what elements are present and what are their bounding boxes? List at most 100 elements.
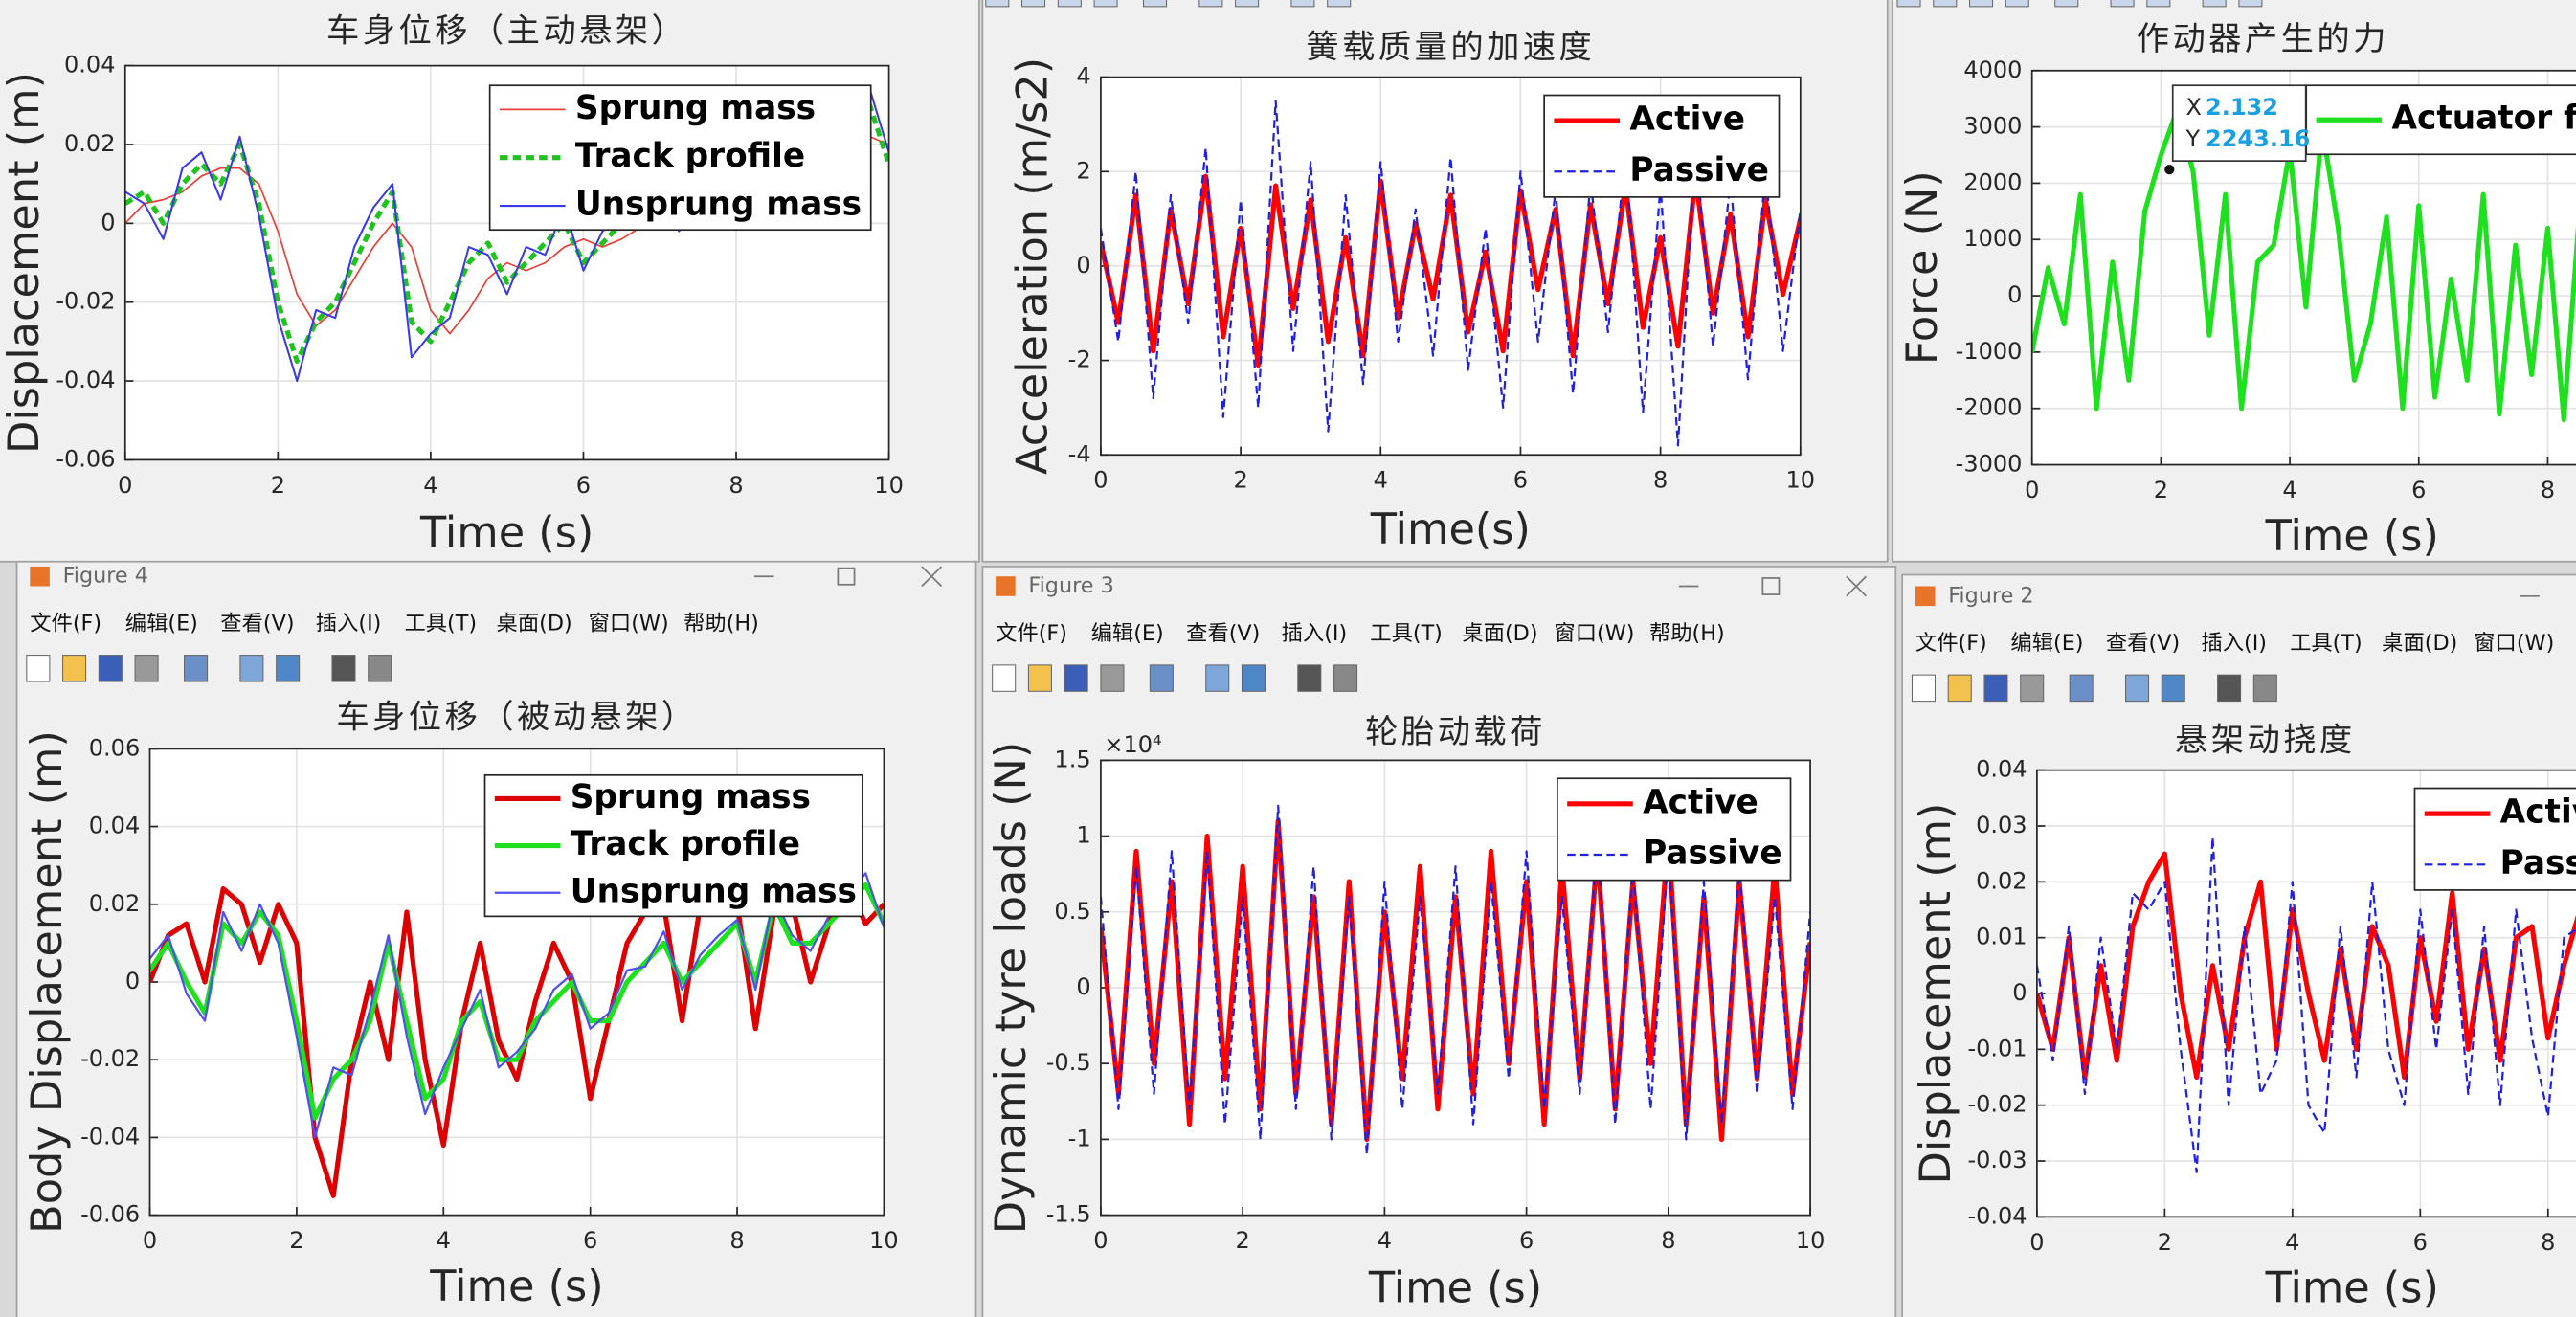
toolbar-button[interactable]: [2161, 674, 2185, 703]
menu-item[interactable]: 桌面(D): [2382, 631, 2457, 656]
menu-item[interactable]: 窗口(W): [1554, 621, 1634, 646]
toolbar-button[interactable]: [1297, 664, 1322, 692]
x-axis-label: Time (s): [1368, 1263, 1542, 1313]
y-tick-label: 0.02: [64, 130, 115, 157]
series-line: [2031, 107, 2576, 423]
x-tick-label: 2: [2154, 477, 2168, 503]
menu-item[interactable]: 窗口(W): [589, 611, 669, 636]
menu-item[interactable]: 编辑(E): [1091, 621, 1164, 646]
plot-lines: [1100, 100, 1801, 447]
x-tick-label: 0: [1093, 467, 1108, 494]
toolbar-button[interactable]: [1983, 674, 2008, 703]
toolbar-button[interactable]: [985, 0, 1010, 8]
toolbar-button[interactable]: [1100, 664, 1125, 692]
toolbar-button[interactable]: [1290, 0, 1315, 8]
chart-title: 簧载质量的加速度: [1306, 28, 1595, 66]
toolbar-button[interactable]: [1149, 664, 1174, 692]
window-icon: [1915, 586, 1936, 607]
toolbar-button[interactable]: [992, 664, 1017, 692]
toolbar-button[interactable]: [1911, 674, 1937, 703]
toolbar-button[interactable]: [2005, 0, 2029, 8]
legend-label: Sprung mass: [571, 778, 811, 816]
toolbar-button[interactable]: [2020, 674, 2045, 703]
menu-item[interactable]: 桌面(D): [497, 611, 572, 636]
toolbar-button[interactable]: [2124, 674, 2150, 703]
menu-item[interactable]: 查看(V): [220, 611, 294, 636]
toolbar-button[interactable]: [1235, 0, 1260, 8]
toolbar-button[interactable]: [1333, 664, 1358, 692]
toolbar-button[interactable]: [2238, 0, 2263, 8]
axes-box: [1100, 759, 1811, 1217]
toolbar-button[interactable]: [2054, 0, 2079, 8]
toolbar-button[interactable]: [62, 655, 87, 682]
menu-item[interactable]: 查看(V): [1186, 621, 1260, 646]
menu-item[interactable]: 编辑(E): [125, 611, 198, 636]
toolbar-button[interactable]: [1241, 664, 1266, 692]
toolbar-button[interactable]: [1143, 0, 1168, 8]
toolbar-button[interactable]: [1198, 0, 1223, 8]
chart-title: 轮胎动载荷: [1365, 713, 1546, 751]
x-tick-label: 0: [1093, 1227, 1108, 1254]
toolbar-button[interactable]: [1327, 0, 1352, 8]
toolbar-button[interactable]: [2069, 674, 2094, 703]
toolbar-button[interactable]: [1969, 0, 1994, 8]
menu-item[interactable]: 插入(I): [2201, 631, 2267, 656]
toolbar-button[interactable]: [26, 655, 51, 682]
toolbar-button[interactable]: [1021, 0, 1046, 8]
menu-item[interactable]: 插入(I): [316, 611, 382, 636]
menu-item[interactable]: 窗口(W): [2474, 631, 2554, 656]
maximize-button[interactable]: [1761, 577, 1781, 595]
toolbar-button[interactable]: [1064, 664, 1088, 692]
toolbar-button[interactable]: [239, 655, 264, 682]
toolbar-button[interactable]: [2217, 674, 2242, 703]
toolbar-button[interactable]: [276, 655, 301, 682]
toolbar-button[interactable]: [1933, 0, 1958, 8]
datatip-x-value: 2.132: [2206, 94, 2278, 121]
y-axis-label: Force (N): [1897, 170, 1947, 365]
menu-item[interactable]: 文件(F): [996, 621, 1067, 646]
toolbar-button[interactable]: [184, 655, 209, 682]
toolbar-button[interactable]: [98, 655, 123, 682]
menu-item[interactable]: 编辑(E): [2010, 631, 2083, 656]
y-tick-label: 0: [1076, 252, 1090, 279]
menu-item[interactable]: 插入(I): [1282, 621, 1348, 646]
toolbar-button[interactable]: [2252, 674, 2277, 703]
menu-item[interactable]: 文件(F): [1915, 631, 1987, 656]
x-axis-label: Time (s): [2265, 511, 2439, 561]
toolbar-button[interactable]: [134, 655, 159, 682]
toolbar-button[interactable]: [1057, 0, 1082, 8]
toolbar-button[interactable]: [1093, 0, 1118, 8]
menu-item[interactable]: 工具(T): [1370, 621, 1443, 646]
toolbar-button[interactable]: [1027, 664, 1052, 692]
toolbar-button[interactable]: [2146, 0, 2171, 8]
menu-item[interactable]: 桌面(D): [1462, 621, 1537, 646]
menu-item[interactable]: 帮助(H): [683, 611, 759, 636]
menu-item[interactable]: 帮助(H): [1649, 621, 1725, 646]
toolbar-button[interactable]: [1896, 0, 1921, 8]
y-tick-label: -0.03: [1967, 1147, 2027, 1173]
toolbar-button[interactable]: [1205, 664, 1230, 692]
toolbar-button[interactable]: [331, 655, 356, 682]
close-button[interactable]: [1846, 575, 1868, 597]
menu-item[interactable]: 工具(T): [2290, 631, 2363, 656]
y-tick-label: 0.06: [89, 734, 140, 761]
toolbar-button[interactable]: [1947, 674, 1972, 703]
x-axis-label: Time (s): [429, 1261, 603, 1311]
y-tick-label: -0.06: [80, 1201, 140, 1228]
menu-item[interactable]: 工具(T): [404, 611, 477, 636]
y-tick-label: 0.03: [1976, 812, 2027, 838]
x-tick-label: 8: [2541, 1229, 2555, 1256]
toolbar-button[interactable]: [368, 655, 392, 682]
legend-label: Track profile: [575, 137, 805, 175]
toolbar-button[interactable]: [2110, 0, 2135, 8]
x-tick-label: 8: [1661, 1227, 1675, 1254]
toolbar-button[interactable]: [2202, 0, 2227, 8]
datatip-x-label: X: [2185, 94, 2201, 121]
menu-item[interactable]: 文件(F): [30, 611, 101, 636]
x-tick-label: 4: [1378, 1227, 1392, 1254]
series-line: [149, 872, 885, 1139]
menu-item[interactable]: 查看(V): [2106, 631, 2180, 656]
datatip-y-label: Y: [2184, 125, 2200, 152]
maximize-button[interactable]: [837, 567, 856, 586]
close-button[interactable]: [921, 566, 943, 588]
